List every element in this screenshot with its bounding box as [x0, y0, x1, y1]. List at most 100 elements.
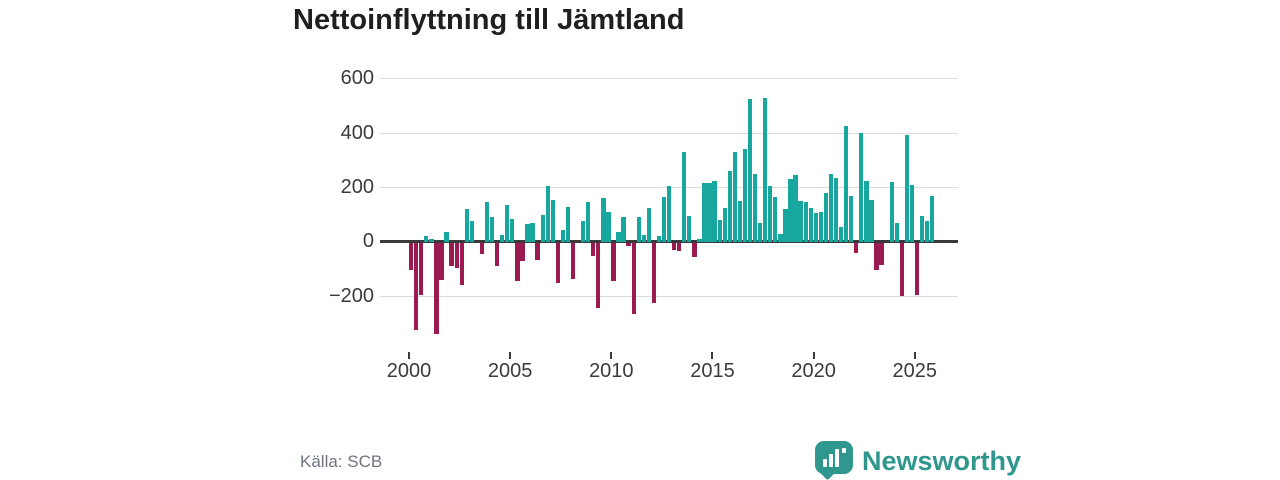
bar-2019-Q2 — [798, 201, 803, 242]
bar-2000-Q4 — [424, 236, 429, 242]
bar-2002-Q1 — [449, 243, 454, 267]
bar-2017-Q4 — [768, 186, 773, 242]
bar-2005-Q3 — [520, 243, 525, 261]
y-axis-label-200: 200 — [340, 176, 374, 198]
logo-bar-small — [823, 459, 827, 467]
bar-2025-Q1 — [914, 243, 920, 295]
bar-2019-Q3 — [803, 202, 808, 242]
branding: Newsworthy — [815, 441, 1021, 480]
y-axis-label-0: 0 — [362, 230, 374, 253]
x-axis-label-2005: 2005 — [487, 360, 533, 382]
bar-2018-Q3 — [783, 209, 788, 242]
bar-2009-Q1 — [591, 243, 596, 256]
x-tick-2020 — [812, 352, 815, 359]
bar-2002-Q3 — [459, 243, 464, 286]
bar-2018-Q1 — [773, 197, 778, 242]
bar-2025-Q3 — [924, 221, 930, 242]
bar-2004-Q2 — [494, 243, 500, 267]
bar-2018-Q4 — [788, 179, 793, 242]
logo-exclamation-dot — [841, 448, 846, 453]
bar-2007-Q2 — [555, 243, 560, 283]
bar-2005-Q4 — [525, 224, 530, 242]
bar-2001-Q4 — [444, 232, 449, 242]
bar-2016-Q1 — [732, 152, 737, 242]
bar-2013-Q3 — [682, 152, 687, 242]
bar-2001-Q2 — [434, 243, 439, 335]
bar-2002-Q4 — [464, 209, 469, 242]
bar-2015-Q2 — [717, 220, 722, 242]
bar-2009-Q2 — [596, 243, 601, 309]
bar-2010-Q1 — [611, 243, 616, 282]
newsworthy-logo-icon — [815, 441, 853, 480]
bar-2017-Q3 — [763, 97, 768, 242]
bar-2003-Q1 — [469, 221, 474, 242]
bar-2005-Q1 — [510, 218, 515, 242]
bar-2014-Q1 — [692, 243, 697, 257]
gridline--200 — [380, 295, 958, 297]
bar-2007-Q3 — [560, 229, 566, 242]
bar-2000-Q2 — [414, 243, 419, 331]
y-axis-label-400: 400 — [340, 121, 374, 144]
bar-2001-Q1 — [429, 239, 434, 242]
bar-2004-Q1 — [489, 217, 495, 242]
bar-2014-Q4 — [707, 183, 712, 242]
bar-2008-Q4 — [586, 202, 591, 242]
bar-2013-Q2 — [677, 243, 682, 252]
bar-2006-Q2 — [535, 243, 540, 260]
bar-2000-Q3 — [419, 243, 424, 295]
bar-2002-Q2 — [454, 243, 459, 268]
bar-2012-Q2 — [656, 236, 662, 242]
bar-2016-Q3 — [742, 149, 748, 242]
x-axis-label-2020: 2020 — [791, 360, 836, 382]
bar-2020-Q3 — [823, 192, 829, 242]
bar-2010-Q2 — [616, 232, 621, 242]
bar-2024-Q3 — [904, 134, 909, 242]
bar-2013-Q4 — [687, 216, 692, 242]
bar-2007-Q1 — [550, 199, 555, 242]
bar-2021-Q1 — [833, 177, 839, 242]
bar-2024-Q2 — [899, 243, 904, 297]
gridline-600 — [380, 78, 958, 80]
bar-2009-Q4 — [606, 211, 611, 242]
bar-2011-Q1 — [631, 243, 636, 314]
bar-2011-Q2 — [636, 217, 641, 242]
chart-title: Nettoinflyttning till Jämtland — [293, 4, 685, 36]
bar-2000-Q1 — [409, 243, 414, 271]
bar-2019-Q1 — [793, 175, 798, 242]
bar-2007-Q4 — [565, 206, 571, 242]
bar-2014-Q2 — [697, 239, 702, 242]
x-axis-label-2000: 2000 — [386, 360, 432, 382]
bar-2023-Q4 — [889, 182, 894, 242]
source-note: Källa: SCB — [300, 452, 383, 471]
bar-2015-Q3 — [722, 207, 727, 242]
bar-2021-Q4 — [849, 195, 854, 242]
bar-2025-Q2 — [919, 216, 925, 242]
bar-2021-Q2 — [838, 226, 844, 242]
bar-2012-Q3 — [661, 197, 667, 242]
logo-bar-medium — [829, 454, 833, 467]
bar-2019-Q4 — [808, 207, 813, 242]
bar-2013-Q1 — [672, 243, 677, 251]
bar-2012-Q1 — [651, 243, 657, 304]
bar-2023-Q2 — [879, 243, 884, 266]
bar-2016-Q4 — [747, 99, 753, 242]
bar-2025-Q4 — [929, 195, 935, 242]
bar-2017-Q2 — [758, 222, 763, 242]
bar-2008-Q3 — [580, 221, 586, 242]
bar-2004-Q3 — [500, 235, 505, 242]
bar-2020-Q4 — [828, 173, 834, 242]
bar-2006-Q1 — [530, 222, 535, 242]
y-axis-label-600: 600 — [340, 67, 374, 90]
x-axis-label-2015: 2015 — [690, 360, 735, 382]
x-axis-label-2010: 2010 — [589, 360, 634, 382]
gridline-400 — [380, 132, 958, 134]
x-tick-2000 — [408, 352, 410, 359]
bar-2012-Q4 — [666, 186, 672, 242]
bar-2022-Q4 — [869, 199, 874, 242]
zero-axis-line — [380, 240, 958, 244]
bar-2022-Q1 — [854, 243, 859, 253]
bar-2022-Q2 — [859, 133, 864, 242]
x-axis-label-2025: 2025 — [892, 360, 938, 382]
bar-2009-Q3 — [601, 198, 606, 242]
bar-2011-Q4 — [646, 207, 652, 242]
